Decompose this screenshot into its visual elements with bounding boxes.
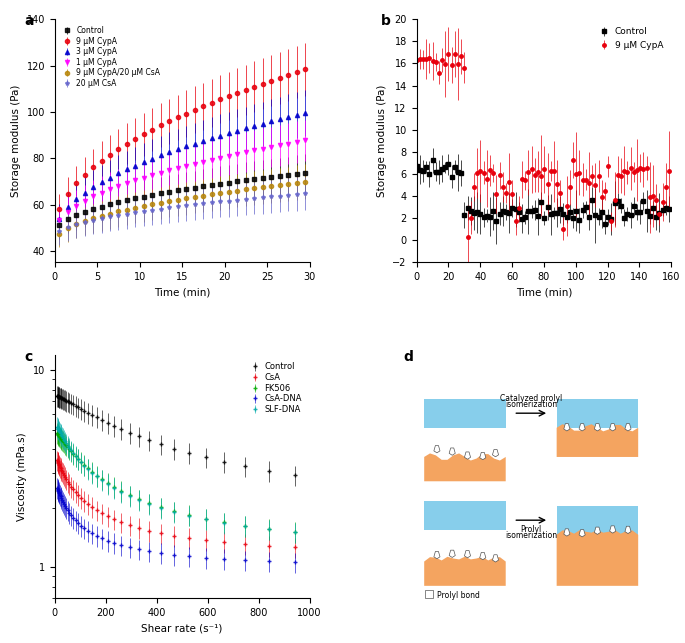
Y-axis label: Storage modulus (Pa): Storage modulus (Pa) (11, 85, 21, 197)
Text: Prolyl: Prolyl (521, 525, 542, 534)
Text: isomerization: isomerization (505, 531, 558, 540)
Polygon shape (449, 550, 456, 557)
Polygon shape (625, 526, 631, 534)
Legend: Control, 9 μM CypA: Control, 9 μM CypA (594, 24, 667, 53)
Legend: Control, 9 μM CypA, 3 μM CypA, 1 μM CypA, 9 μM CypA/20 μM CsA, 20 μM CsA: Control, 9 μM CypA, 3 μM CypA, 1 μM CypA… (59, 23, 163, 91)
Legend: Control, CsA, FK506, CsA-DNA, SLF-DNA: Control, CsA, FK506, CsA-DNA, SLF-DNA (245, 359, 306, 417)
Polygon shape (424, 399, 506, 428)
X-axis label: Time (min): Time (min) (154, 287, 210, 298)
X-axis label: Time (min): Time (min) (516, 287, 572, 298)
Y-axis label: Viscosity (mPa.s): Viscosity (mPa.s) (17, 432, 27, 521)
Polygon shape (557, 505, 638, 535)
Polygon shape (449, 448, 456, 455)
Polygon shape (557, 530, 638, 586)
Polygon shape (610, 526, 616, 533)
Text: a: a (24, 14, 34, 28)
Polygon shape (564, 529, 570, 536)
Text: Catalyzed prolyl: Catalyzed prolyl (500, 394, 562, 403)
Polygon shape (464, 452, 471, 459)
Polygon shape (464, 550, 471, 558)
Polygon shape (610, 424, 616, 431)
Polygon shape (479, 552, 486, 560)
Text: isomerization: isomerization (505, 400, 558, 409)
Text: Prolyl bond: Prolyl bond (437, 590, 480, 599)
Text: c: c (24, 350, 32, 364)
Polygon shape (424, 557, 506, 586)
Text: d: d (404, 350, 414, 364)
Polygon shape (579, 424, 585, 431)
Polygon shape (434, 446, 440, 453)
Polygon shape (493, 449, 499, 457)
Text: b: b (381, 14, 390, 28)
Polygon shape (595, 527, 601, 534)
Polygon shape (595, 424, 601, 431)
Polygon shape (434, 552, 440, 559)
Y-axis label: Storage modulus (Pa): Storage modulus (Pa) (377, 85, 387, 197)
Polygon shape (625, 424, 631, 431)
Polygon shape (564, 424, 570, 431)
Polygon shape (424, 453, 506, 481)
Polygon shape (579, 530, 585, 537)
Polygon shape (557, 399, 638, 428)
Polygon shape (479, 453, 486, 460)
Polygon shape (493, 555, 499, 562)
Polygon shape (557, 424, 638, 457)
X-axis label: Shear rate (s⁻¹): Shear rate (s⁻¹) (142, 623, 223, 633)
Polygon shape (424, 501, 506, 530)
